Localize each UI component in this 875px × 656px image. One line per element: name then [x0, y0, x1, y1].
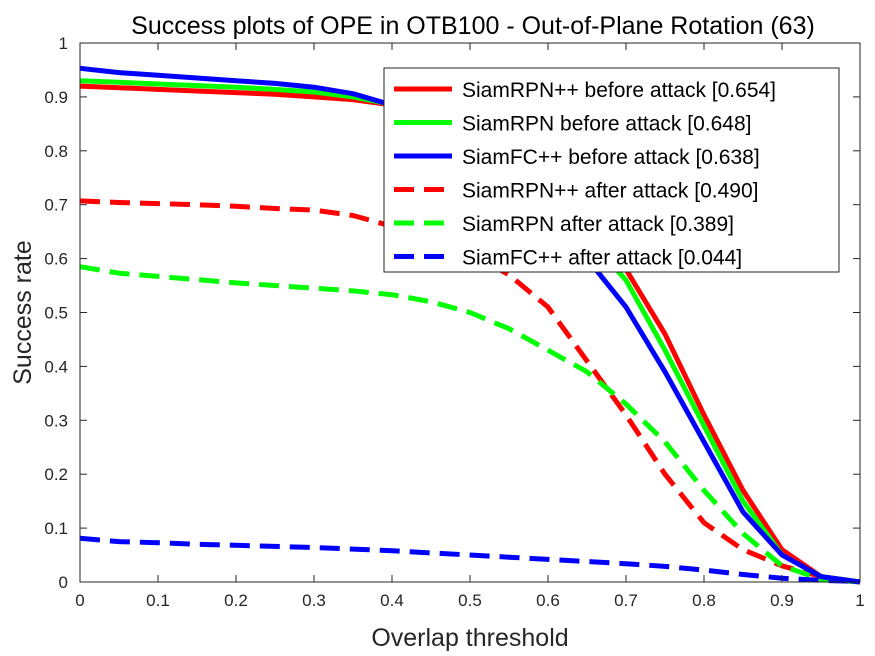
- legend-label-4: SiamRPN++ after attack [0.490]: [462, 180, 758, 203]
- y-axis-title: Success rate: [9, 240, 37, 385]
- y-tick-label: 0.9: [44, 88, 68, 107]
- y-tick-label: 0.5: [44, 304, 68, 323]
- x-tick-label: 0: [75, 591, 84, 610]
- chart-title: Success plots of OPE in OTB100 - Out-of-…: [131, 12, 815, 40]
- x-tick-label: 0.1: [146, 591, 170, 610]
- y-tick-label: 0: [59, 573, 68, 592]
- x-tick-label: 0.7: [614, 591, 638, 610]
- x-tick-label: 0.9: [770, 591, 794, 610]
- legend-label-3: SiamFC++ before attack [0.638]: [462, 146, 760, 169]
- legend-box: [383, 67, 840, 273]
- y-tick-label: 0.4: [44, 357, 68, 376]
- y-tick-label: 0.7: [44, 196, 68, 215]
- legend-label-6: SiamFC++ after attack [0.044]: [462, 247, 742, 270]
- y-tick-label: 0.3: [44, 411, 68, 430]
- legend-label-5: SiamRPN after attack [0.389]: [462, 213, 734, 236]
- ticks-layer: 0 0.1 0.2 0.3 0.4 0.5 0.6 0.7 0.8 0.9 1 0 0.1 0.2 0.3 0…: [44, 34, 864, 610]
- legend-label-1: SiamRPN++ before attack [0.654]: [462, 79, 776, 102]
- y-tick-label: 0.6: [44, 250, 68, 269]
- x-tick-label: 0.2: [224, 591, 248, 610]
- x-tick-label: 0.4: [380, 591, 404, 610]
- series-line-5: [79, 264, 861, 585]
- y-tick-label: 1: [59, 34, 68, 53]
- series-line-6: [79, 535, 861, 584]
- x-axis-title: Overlap threshold: [371, 624, 568, 652]
- x-tick-label: 0.5: [458, 591, 482, 610]
- y-tick-label: 0.2: [44, 465, 68, 484]
- legend: SiamRPN++ before attack [0.654] SiamRPN b…: [383, 67, 840, 273]
- y-tick-label: 0.1: [44, 519, 68, 538]
- x-tick-label: 1: [855, 591, 864, 610]
- x-tick-label: 0.3: [302, 591, 326, 610]
- x-tick-label: 0.8: [692, 591, 716, 610]
- legend-label-2: SiamRPN before attack [0.648]: [462, 113, 751, 136]
- y-tick-label: 0.8: [44, 142, 68, 161]
- x-tick-label: 0.6: [536, 591, 560, 610]
